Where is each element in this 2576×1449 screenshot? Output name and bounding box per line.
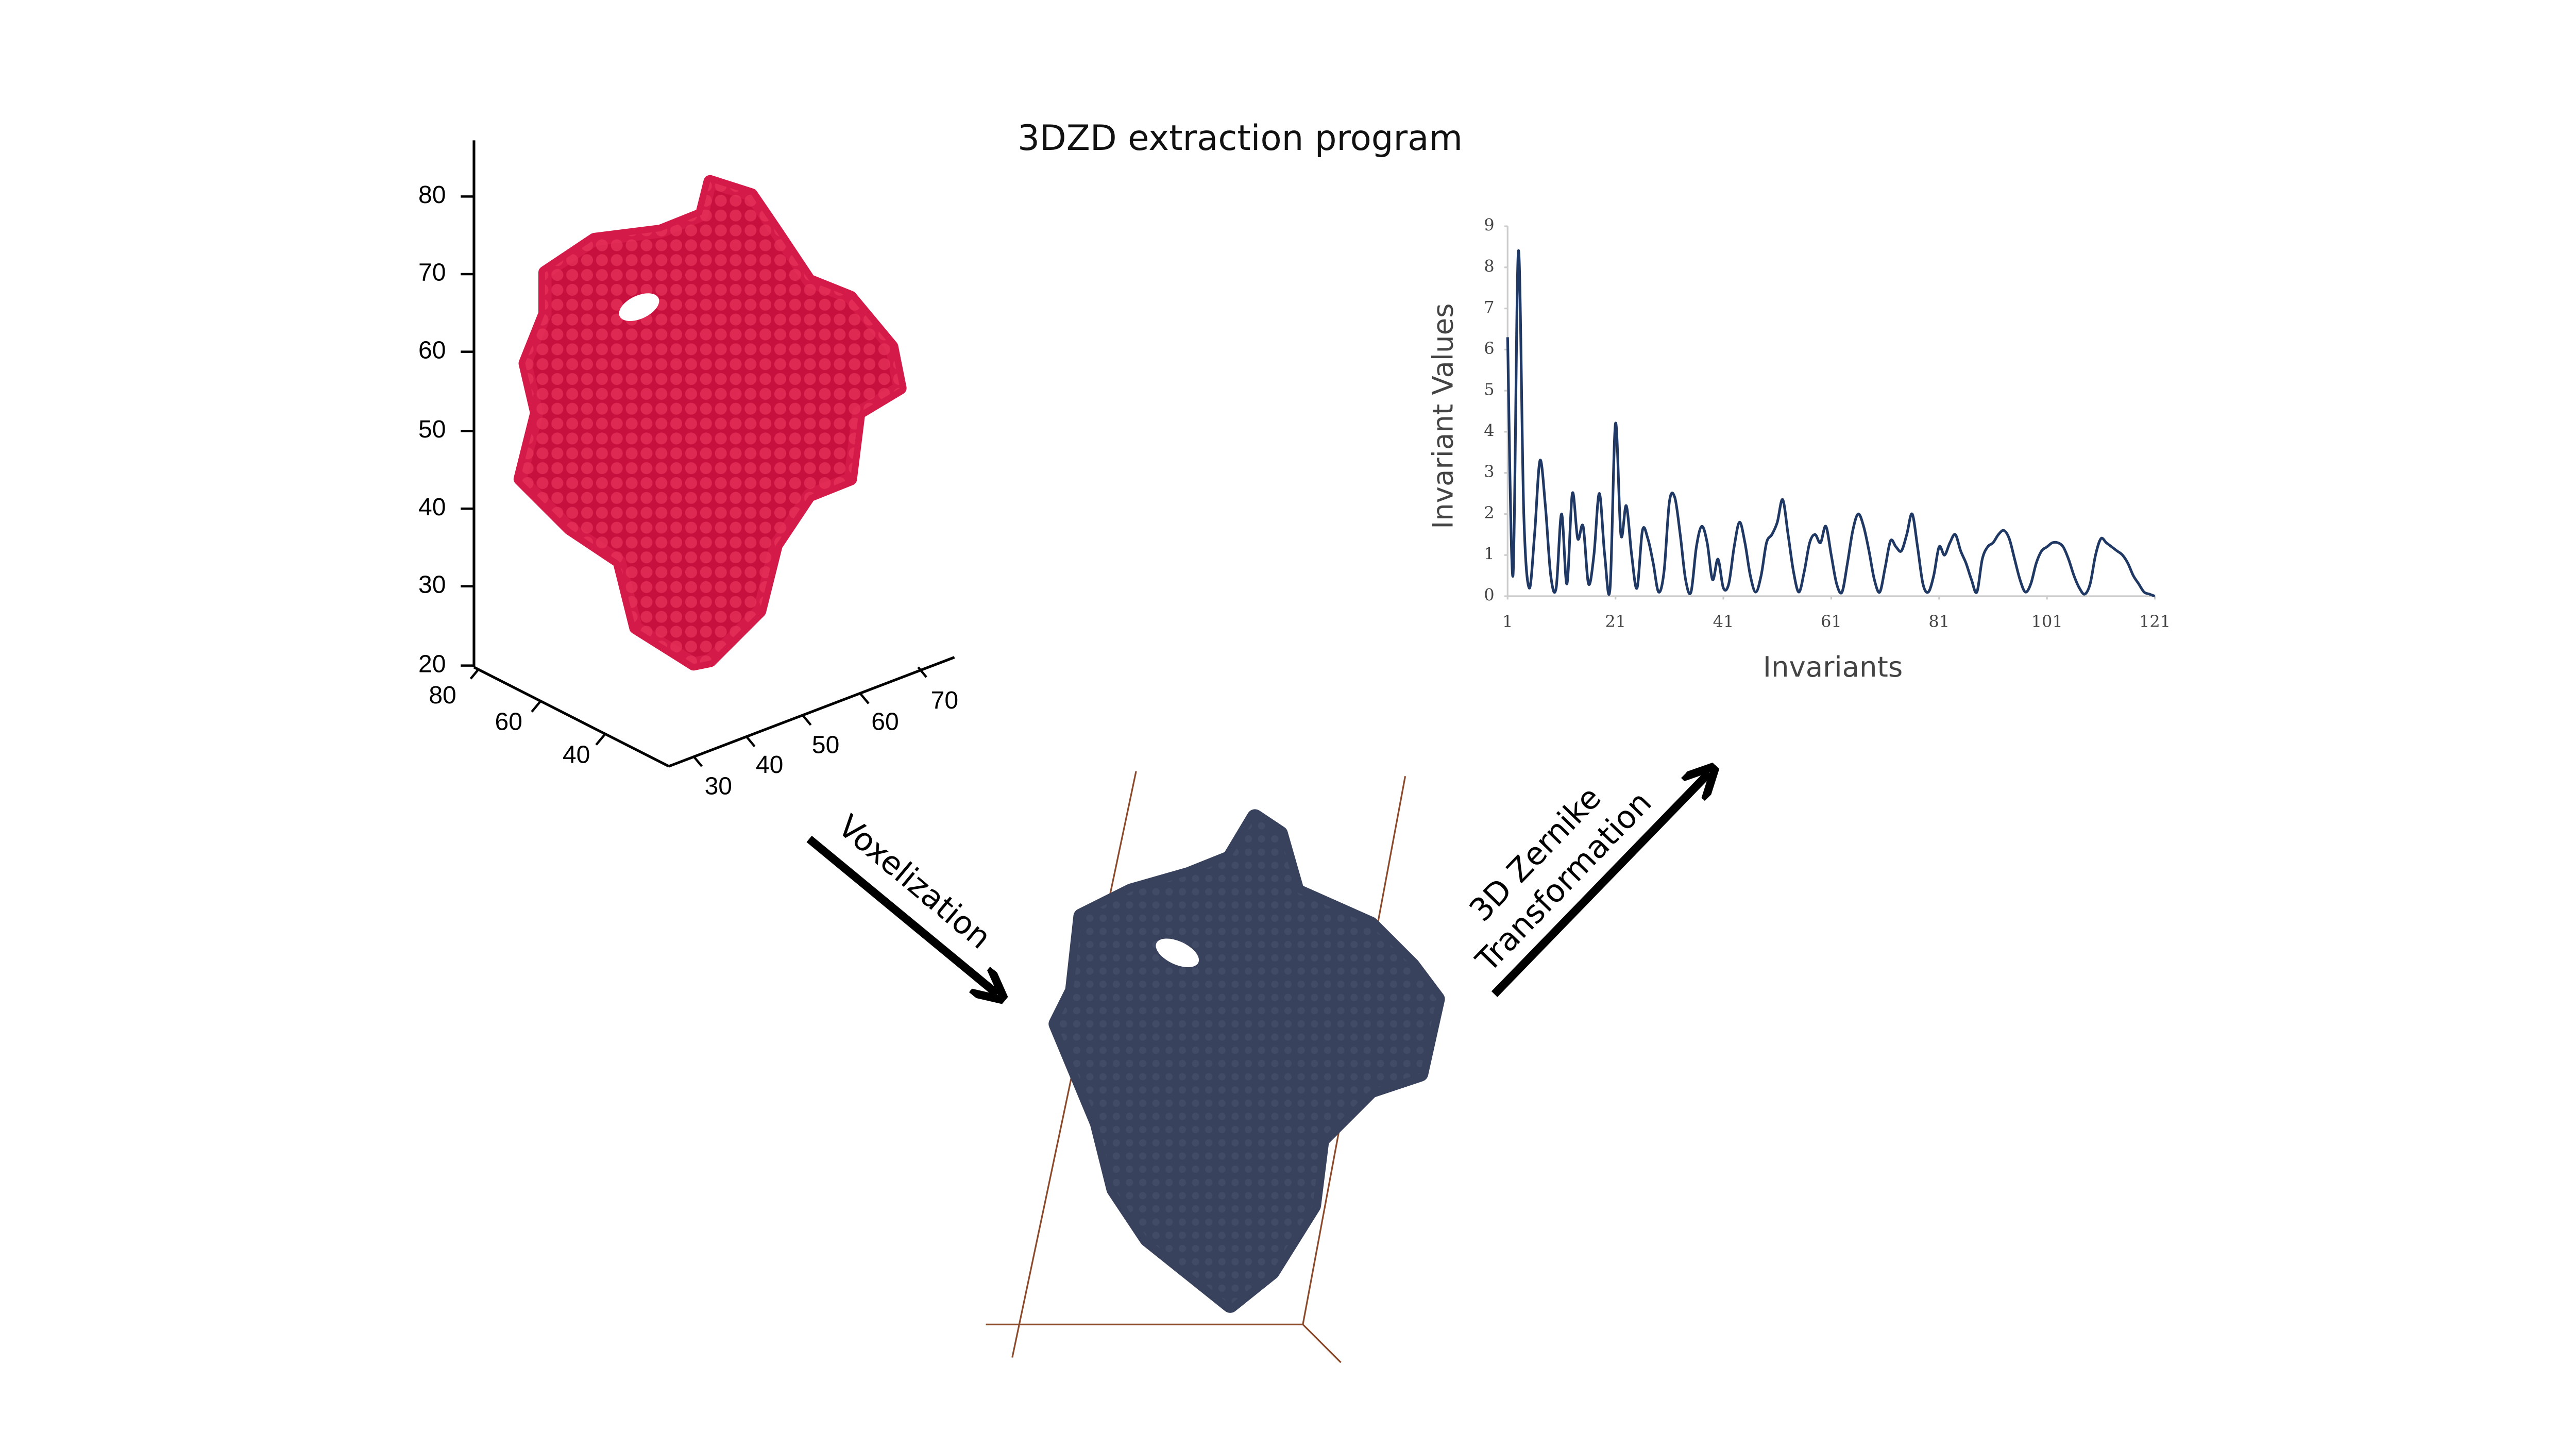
x-axis-label: Invariants [1763,650,1903,683]
y-tick-label: 50 [812,731,839,759]
surface-ticks: 80 70 60 50 40 30 20 80 60 40 30 40 50 60 70 [418,181,958,800]
z-tick-label: 80 [418,181,446,209]
y-tick-label: 70 [931,686,958,714]
x-tick-label: 61 [1821,612,1842,631]
protein-surface [513,175,907,671]
y-tick-label: 7 [1484,297,1494,317]
y-tick [692,755,703,767]
x-tick-label: 121 [2139,612,2171,631]
y-tick-label: 4 [1484,420,1494,440]
x-tick [595,734,605,746]
arrow [1491,773,1709,997]
y-tick [745,735,756,748]
x-tick [531,701,541,713]
z-tick-label: 20 [418,650,446,678]
z-tick-label: 40 [418,493,446,521]
title: 3DZD extraction program [1018,118,1463,158]
x-tick [469,668,480,680]
line [1506,249,2156,598]
y-tick-label: 0 [1484,585,1494,604]
x-tick-label: 21 [1605,612,1626,631]
y-tick [917,666,927,678]
y-tick-label: 2 [1484,503,1494,523]
x-tick-label: 1 [1502,612,1513,631]
x-tick-label: 40 [563,741,590,769]
x-tick-label: 81 [1928,612,1950,631]
x-tick-label: 60 [495,707,522,735]
surface-axes [472,140,955,768]
z-tick-label: 50 [418,415,446,443]
x-axis [473,666,670,768]
y-tick-label: 1 [1484,544,1494,564]
y-tick [802,714,812,726]
y-tick-label: 30 [705,772,732,800]
y-tick-label: 60 [871,707,899,735]
x-tick-label: 101 [2031,612,2063,631]
y-tick-label: 5 [1484,380,1494,399]
voxel-protein [1048,809,1445,1313]
y-tick-label: 40 [756,751,783,779]
y-tick-label: 6 [1484,339,1494,358]
x-tick-label: 41 [1713,612,1734,631]
arrow [806,835,997,994]
y-tick-label: 8 [1484,256,1494,276]
y-tick [859,693,870,704]
z-tick-label: 60 [418,336,446,364]
y-tick-label: 3 [1484,462,1494,481]
y-axis [668,656,955,768]
x-tick-label: 80 [429,681,456,709]
z-tick-label: 70 [418,259,446,287]
z-tick-label: 30 [418,570,446,598]
y-axis-label: Invariant Values [1427,304,1460,529]
y-tick-label: 9 [1484,215,1494,235]
